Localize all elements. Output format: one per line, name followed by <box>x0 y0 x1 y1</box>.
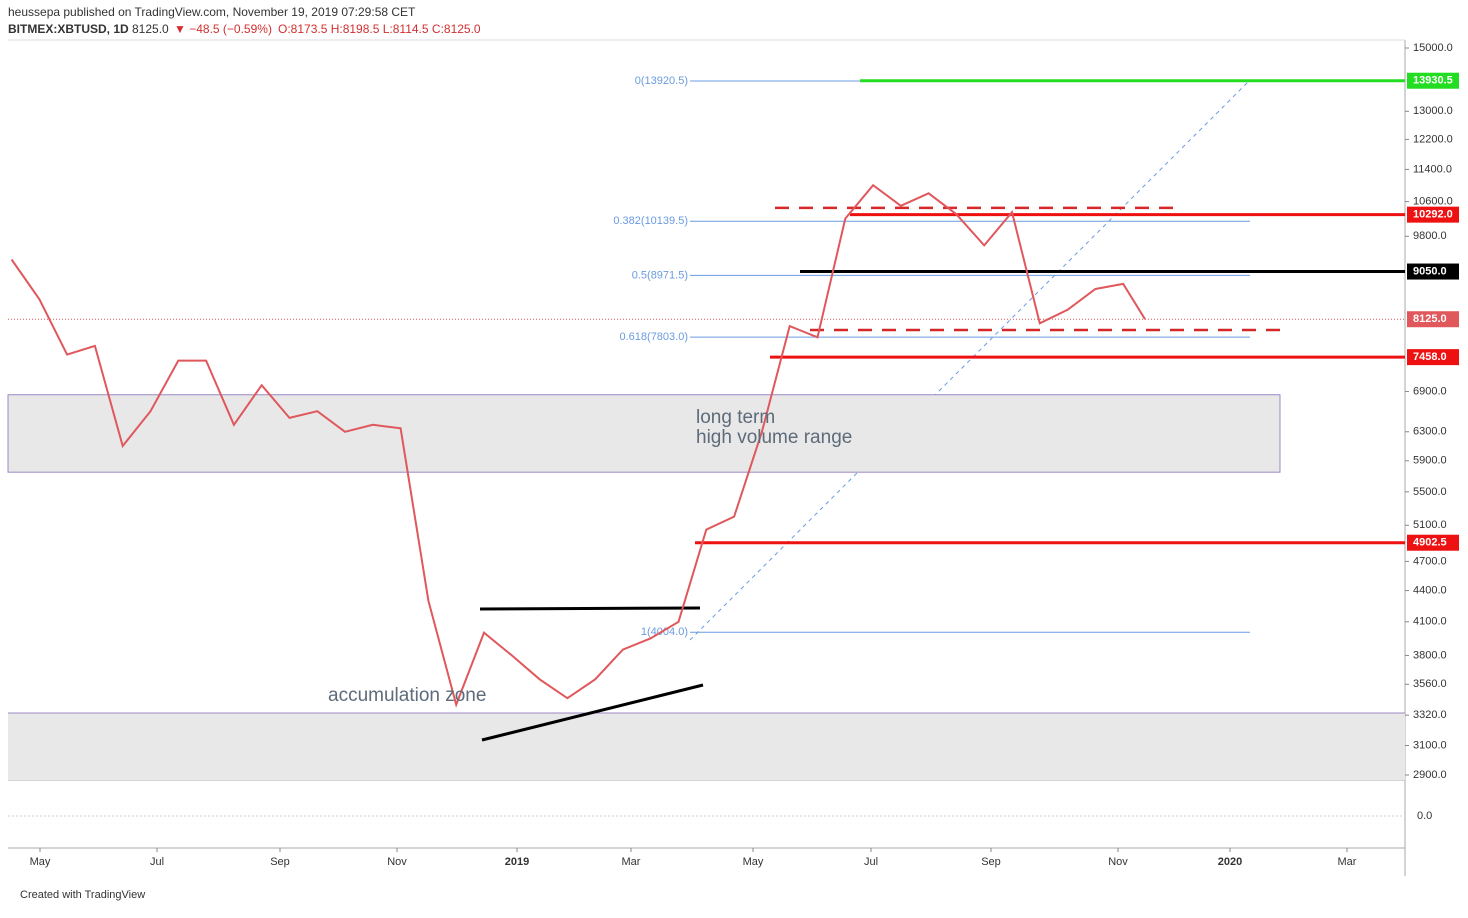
change: ▼ −48.5 (−0.59%) <box>174 22 272 36</box>
footer: Created with TradingView <box>20 889 145 901</box>
y-tick-label: 5500.0 <box>1413 486 1447 498</box>
fib-label: 0.382(10139.5) <box>613 215 688 227</box>
publisher: heussepa published on TradingView.com, N… <box>8 5 416 19</box>
price-label-box <box>1407 534 1459 551</box>
x-tick-label: Nov <box>387 856 407 868</box>
resistance-trendline <box>479 606 701 611</box>
y-tick-label: 11400.0 <box>1413 163 1452 175</box>
price-label: 8125.0 <box>1413 313 1447 325</box>
price-label-box <box>1407 206 1459 223</box>
price-label-box <box>1407 349 1459 366</box>
price-label: 13930.5 <box>1413 75 1453 87</box>
last-price: 8125.0 <box>132 22 169 36</box>
x-tick-label: Sep <box>270 856 290 868</box>
y-tick-label: 5100.0 <box>1413 519 1447 531</box>
y-tick-label: 3800.0 <box>1413 649 1447 661</box>
y-tick-label: 4100.0 <box>1413 616 1447 628</box>
x-tick-label: May <box>743 856 764 868</box>
price-label: 9050.0 <box>1413 265 1447 277</box>
y-tick-label: 6300.0 <box>1413 426 1447 438</box>
fib-label: 1(4004.0) <box>641 626 688 638</box>
annotation: long term <box>696 407 775 428</box>
high-volume-zone <box>7 394 1281 473</box>
y-tick-label: 4700.0 <box>1413 555 1447 567</box>
y-tick-label: 4400.0 <box>1413 584 1447 596</box>
fib-label: 0.5(8971.5) <box>632 269 688 281</box>
fib-diagonal <box>689 79 1251 641</box>
x-tick-label: Jul <box>150 856 164 868</box>
y-tick-label: 13000.0 <box>1413 105 1453 117</box>
price-label-box <box>1407 311 1459 328</box>
price-label: 4902.5 <box>1413 537 1447 549</box>
y-tick-label: 2900.0 <box>1413 769 1447 781</box>
x-tick-label: May <box>30 856 51 868</box>
y-tick-label: 15000.0 <box>1413 42 1453 54</box>
y-tick-label: 12200.0 <box>1413 133 1453 145</box>
y-tick-label: 6900.0 <box>1413 385 1447 397</box>
ohlc: O:8173.5 H:8198.5 L:8114.5 C:8125.0 <box>278 22 481 36</box>
price-label-box <box>1407 263 1459 280</box>
y-tick-label: 10600.0 <box>1413 196 1453 208</box>
y-tick-label: 3100.0 <box>1413 739 1447 751</box>
price-line <box>10 183 1146 708</box>
fib-label: 0.618(7803.0) <box>620 331 689 343</box>
y-tick-label: 9800.0 <box>1413 230 1447 242</box>
support-trendline <box>481 683 704 742</box>
y-tick-label: 3560.0 <box>1413 678 1447 690</box>
x-tick-label: Nov <box>1108 856 1128 868</box>
y-tick-label: 5900.0 <box>1413 455 1447 467</box>
x-tick-label: Mar <box>1338 856 1357 868</box>
y-tick-label: 3320.0 <box>1413 709 1447 721</box>
symbol: BITMEX:XBTUSD, 1D <box>8 22 129 36</box>
price-label-box <box>1407 72 1459 89</box>
x-tick-label: 2020 <box>1218 856 1242 868</box>
annotation: high volume range <box>696 427 852 448</box>
fib-label: 0(13920.5) <box>635 75 688 87</box>
price-label: 7458.0 <box>1413 351 1447 363</box>
price-label: 10292.0 <box>1413 209 1453 221</box>
x-tick-label: Jul <box>864 856 878 868</box>
x-tick-label: 2019 <box>505 856 529 868</box>
oscillator-tick-label: 0.0 <box>1417 810 1432 822</box>
annotation: accumulation zone <box>328 685 486 706</box>
x-tick-label: Sep <box>981 856 1001 868</box>
volume-band <box>8 713 1405 780</box>
x-tick-label: Mar <box>622 856 641 868</box>
